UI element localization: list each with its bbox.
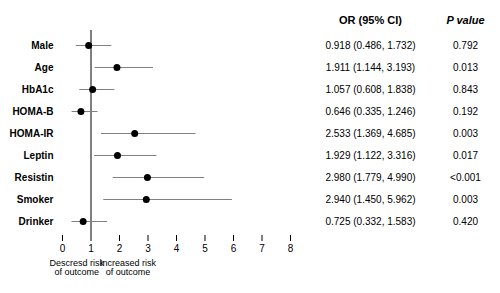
svg-text:6: 6 — [231, 243, 237, 254]
svg-text:8: 8 — [288, 243, 294, 254]
svg-text:Drinker: Drinker — [18, 216, 53, 227]
svg-text:0: 0 — [60, 243, 66, 254]
svg-text:5: 5 — [202, 243, 208, 254]
svg-text:2: 2 — [117, 243, 123, 254]
svg-text:<0.001: <0.001 — [450, 172, 481, 183]
svg-text:Age: Age — [35, 62, 54, 73]
svg-text:7: 7 — [259, 243, 265, 254]
svg-text:1.911 (1.144, 3.193): 1.911 (1.144, 3.193) — [326, 62, 415, 73]
svg-text:0.192: 0.192 — [453, 106, 478, 117]
svg-text:0.646 (0.335, 1.246): 0.646 (0.335, 1.246) — [325, 106, 415, 117]
svg-text:Leptin: Leptin — [24, 150, 54, 161]
svg-text:0.792: 0.792 — [453, 40, 478, 51]
svg-text:Resistin: Resistin — [15, 172, 54, 183]
svg-text:HOMA-IR: HOMA-IR — [10, 128, 55, 139]
svg-text:0.843: 0.843 — [453, 84, 478, 95]
svg-text:P value: P value — [446, 14, 484, 26]
svg-text:Descresd riskof outcome: Descresd riskof outcome — [49, 258, 104, 277]
svg-text:Smoker: Smoker — [17, 194, 54, 205]
svg-text:HOMA-B: HOMA-B — [12, 106, 53, 117]
svg-text:0.918 (0.486, 1.732): 0.918 (0.486, 1.732) — [325, 40, 415, 51]
svg-text:1: 1 — [88, 243, 94, 254]
svg-text:2.940 (1.450, 5.962): 2.940 (1.450, 5.962) — [325, 194, 415, 205]
svg-text:1.929 (1.122, 3.316): 1.929 (1.122, 3.316) — [325, 150, 415, 161]
svg-text:0.725 (0.332, 1.583): 0.725 (0.332, 1.583) — [325, 216, 415, 227]
svg-text:0.003: 0.003 — [453, 194, 478, 205]
svg-text:0.420: 0.420 — [453, 216, 478, 227]
svg-text:1.057 (0.608, 1.838): 1.057 (0.608, 1.838) — [325, 84, 415, 95]
svg-text:3: 3 — [145, 243, 151, 254]
svg-text:2.533 (1.369, 4.685): 2.533 (1.369, 4.685) — [325, 128, 415, 139]
svg-text:Increased riskof outcome: Increased riskof outcome — [100, 258, 157, 277]
svg-text:0.003: 0.003 — [453, 128, 478, 139]
svg-text:0.013: 0.013 — [453, 62, 478, 73]
svg-text:2.980 (1.779, 4.990): 2.980 (1.779, 4.990) — [325, 172, 415, 183]
svg-text:HbA1c: HbA1c — [22, 84, 54, 95]
svg-text:Male: Male — [31, 40, 54, 51]
svg-text:OR (95% CI): OR (95% CI) — [339, 14, 402, 26]
svg-text:0.017: 0.017 — [453, 150, 478, 161]
svg-text:4: 4 — [174, 243, 180, 254]
